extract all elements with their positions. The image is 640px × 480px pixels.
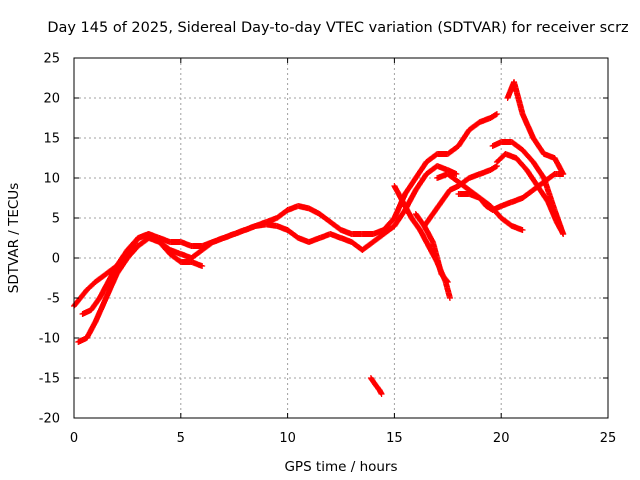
- series-track-8: [455, 171, 567, 213]
- tick-layer: 0 5 10 15 20 25 -20 -15 -10 -5 0 5 10 15 20 25: [39, 52, 617, 447]
- x-tick-label: 10: [279, 431, 296, 446]
- series-track-3: [79, 231, 206, 317]
- series-markers: [422, 163, 499, 228]
- x-tick-label: 20: [493, 431, 510, 446]
- series-track-10: [504, 79, 567, 177]
- x-tick-label: 0: [70, 431, 78, 446]
- y-tick-label: 5: [52, 212, 60, 227]
- series-track-7: [434, 171, 526, 233]
- plot-frame: [73, 57, 609, 419]
- y-tick-label: -20: [39, 412, 60, 427]
- x-axis-label: GPS time / hours: [284, 459, 397, 475]
- y-tick-label: -15: [39, 372, 60, 387]
- series-track-12: [367, 375, 385, 397]
- x-tick-label: 25: [600, 431, 617, 446]
- series-markers: [505, 80, 566, 176]
- y-axis-label: SDTVAR / TECUs: [6, 183, 22, 293]
- chart-title: Day 145 of 2025, Sidereal Day-to-day VTE…: [47, 20, 628, 36]
- y-tick-label: 20: [43, 92, 60, 107]
- grid-layer: [74, 58, 608, 418]
- series-track-2: [75, 163, 460, 345]
- series-markers: [413, 212, 450, 284]
- series-track-11: [493, 151, 567, 237]
- x-tick-label: 5: [177, 431, 185, 446]
- series-markers: [76, 163, 459, 345]
- y-tick-label: -10: [39, 332, 60, 347]
- y-tick-label: 25: [43, 52, 60, 67]
- series-markers: [80, 231, 204, 317]
- series-markers: [368, 376, 385, 396]
- series-markers: [494, 151, 566, 236]
- y-tick-label: 10: [43, 172, 60, 187]
- y-tick-label: 0: [52, 252, 60, 267]
- x-tick-label: 15: [386, 431, 403, 446]
- y-tick-label: -5: [47, 292, 60, 307]
- series-markers: [456, 171, 565, 213]
- y-tick-label: 15: [43, 132, 60, 147]
- data-layer: [71, 79, 567, 397]
